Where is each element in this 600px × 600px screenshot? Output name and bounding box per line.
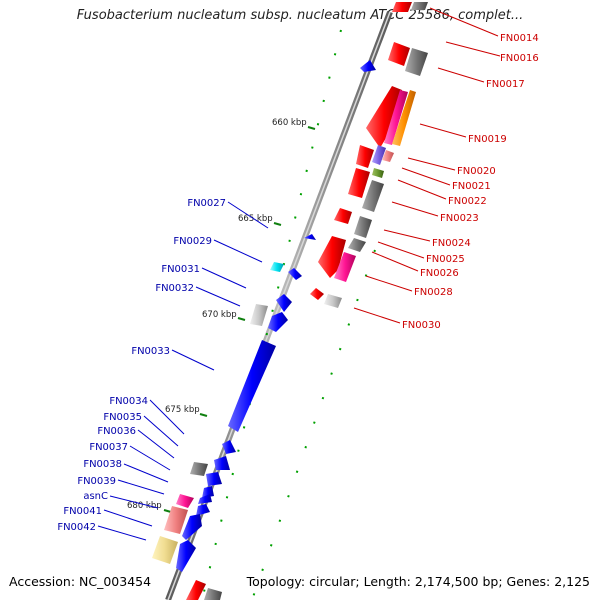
scale-label-680: 680 kbp [127, 501, 162, 511]
label-fn0028[interactable]: FN0028 [414, 287, 453, 298]
genome-summary-text: Topology: circular; Length: 2,174,500 bp… [246, 574, 590, 589]
scale-tick-675 [199, 413, 208, 417]
label-fn0023[interactable]: FN0023 [440, 213, 479, 224]
gene-fn0026-red[interactable] [318, 236, 346, 278]
gene-fn0042b[interactable] [176, 540, 196, 572]
label-fn0026[interactable]: FN0026 [420, 268, 459, 279]
scale-label-675: 675 kbp [165, 405, 200, 415]
gene-fn0024-a[interactable] [334, 208, 352, 224]
scale-label-660: 660 kbp [272, 118, 307, 128]
label-fn0032[interactable]: FN0032 [155, 283, 194, 294]
gene-fn0020[interactable] [372, 145, 386, 165]
label-fn0030[interactable]: FN0030 [402, 320, 441, 331]
gene-fn0034[interactable] [222, 440, 236, 454]
gene-fn0026[interactable] [334, 252, 356, 282]
label-fn0021[interactable]: FN0021 [452, 181, 491, 192]
gene-fn0021[interactable] [382, 150, 394, 162]
label-fn0042[interactable]: FN0042 [57, 522, 96, 533]
gene-fn0022[interactable] [372, 168, 384, 178]
gene-fn0042[interactable] [152, 536, 178, 564]
gene-fn0027[interactable] [304, 234, 316, 240]
gene-fn0032b[interactable] [268, 312, 288, 332]
gene-bottom-red[interactable] [186, 580, 206, 600]
gene-fn0033[interactable] [228, 340, 276, 432]
label-fn0029[interactable]: FN0029 [173, 236, 212, 247]
gene-fn0032[interactable] [250, 304, 268, 326]
guide-line-inner [201, 29, 342, 600]
left-leaders [97, 201, 269, 541]
gene-fn0016[interactable] [388, 42, 410, 66]
label-fn0034[interactable]: FN0034 [109, 396, 148, 407]
gene-fn0041[interactable] [164, 506, 188, 534]
scale-tick-665 [273, 222, 282, 226]
scale-tick-670 [237, 317, 246, 321]
label-fn0033[interactable]: FN0033 [131, 346, 170, 357]
label-fn0039[interactable]: FN0039 [77, 476, 116, 487]
label-fn0037[interactable]: FN0037 [89, 442, 128, 453]
gene-fn0038[interactable] [202, 486, 214, 498]
gene-fn0019-orange[interactable] [392, 90, 416, 146]
accession-text: Accession: NC_003454 [9, 574, 152, 589]
gene-fn0017[interactable] [405, 48, 428, 76]
left-labels: FN0027 FN0029 FN0031 FN0032 FN0033 FN003… [57, 198, 226, 533]
gene-bottom-gray[interactable] [204, 588, 222, 600]
gene-fn0025[interactable] [348, 238, 366, 252]
gene-fn0037[interactable] [206, 472, 222, 486]
gene-asnC-blue[interactable] [196, 504, 210, 516]
label-fn0031[interactable]: FN0031 [161, 264, 200, 275]
gene-fn0019-pink[interactable] [384, 90, 408, 145]
forward-strand-genes [186, 2, 428, 600]
scale-label-670: 670 kbp [202, 310, 237, 320]
label-fn0014[interactable]: FN0014 [500, 33, 539, 44]
scale-label-665: 665 kbp [238, 214, 273, 224]
right-labels: FN0014 FN0016 FN0017 FN0019 FN0020 FN002… [402, 33, 539, 331]
gene-fn0030[interactable] [324, 294, 342, 308]
guide-line-outer [251, 249, 376, 600]
label-fn0022[interactable]: FN0022 [448, 196, 487, 207]
label-fn0027[interactable]: FN0027 [187, 198, 226, 209]
gene-fn0029b[interactable] [288, 268, 302, 280]
label-fn0024[interactable]: FN0024 [432, 238, 471, 249]
scale-tick-660 [307, 126, 316, 130]
gene-fn0022-red[interactable] [348, 168, 370, 198]
label-fn0017[interactable]: FN0017 [486, 79, 525, 90]
scale-ticks [163, 126, 316, 513]
label-fn0016[interactable]: FN0016 [500, 53, 539, 64]
gene-top-blue-a[interactable] [360, 60, 376, 72]
gene-fn0014b[interactable] [411, 2, 428, 10]
gene-fn0035[interactable] [214, 456, 230, 470]
gene-fn0024[interactable] [354, 216, 372, 238]
label-asnC[interactable]: asnC [83, 491, 108, 502]
gene-fn0019[interactable] [366, 86, 402, 148]
scale-tick-680 [163, 509, 172, 513]
label-fn0025[interactable]: FN0025 [426, 254, 465, 265]
gene-fn0029[interactable] [270, 262, 284, 272]
reverse-strand-genes [152, 60, 376, 572]
label-fn0019[interactable]: FN0019 [468, 134, 507, 145]
label-fn0038[interactable]: FN0038 [83, 459, 122, 470]
gene-fn0041b[interactable] [182, 514, 202, 540]
gene-asnC[interactable] [176, 494, 194, 508]
gene-fn0023[interactable] [362, 180, 384, 212]
gene-fn0031[interactable] [276, 294, 292, 312]
label-fn0020[interactable]: FN0020 [457, 166, 496, 177]
genome-title: Fusobacterium nucleatum subsp. nucleatum… [76, 8, 524, 23]
gene-fn0014[interactable] [392, 2, 412, 12]
gene-fn0028[interactable] [310, 288, 324, 300]
label-fn0036[interactable]: FN0036 [97, 426, 136, 437]
gene-fn0036[interactable] [190, 462, 208, 476]
gene-fn0020-red[interactable] [356, 145, 374, 168]
right-leaders [353, 7, 501, 324]
gene-fn0039[interactable] [198, 494, 212, 504]
label-fn0035[interactable]: FN0035 [103, 412, 142, 423]
label-fn0041[interactable]: FN0041 [63, 506, 102, 517]
